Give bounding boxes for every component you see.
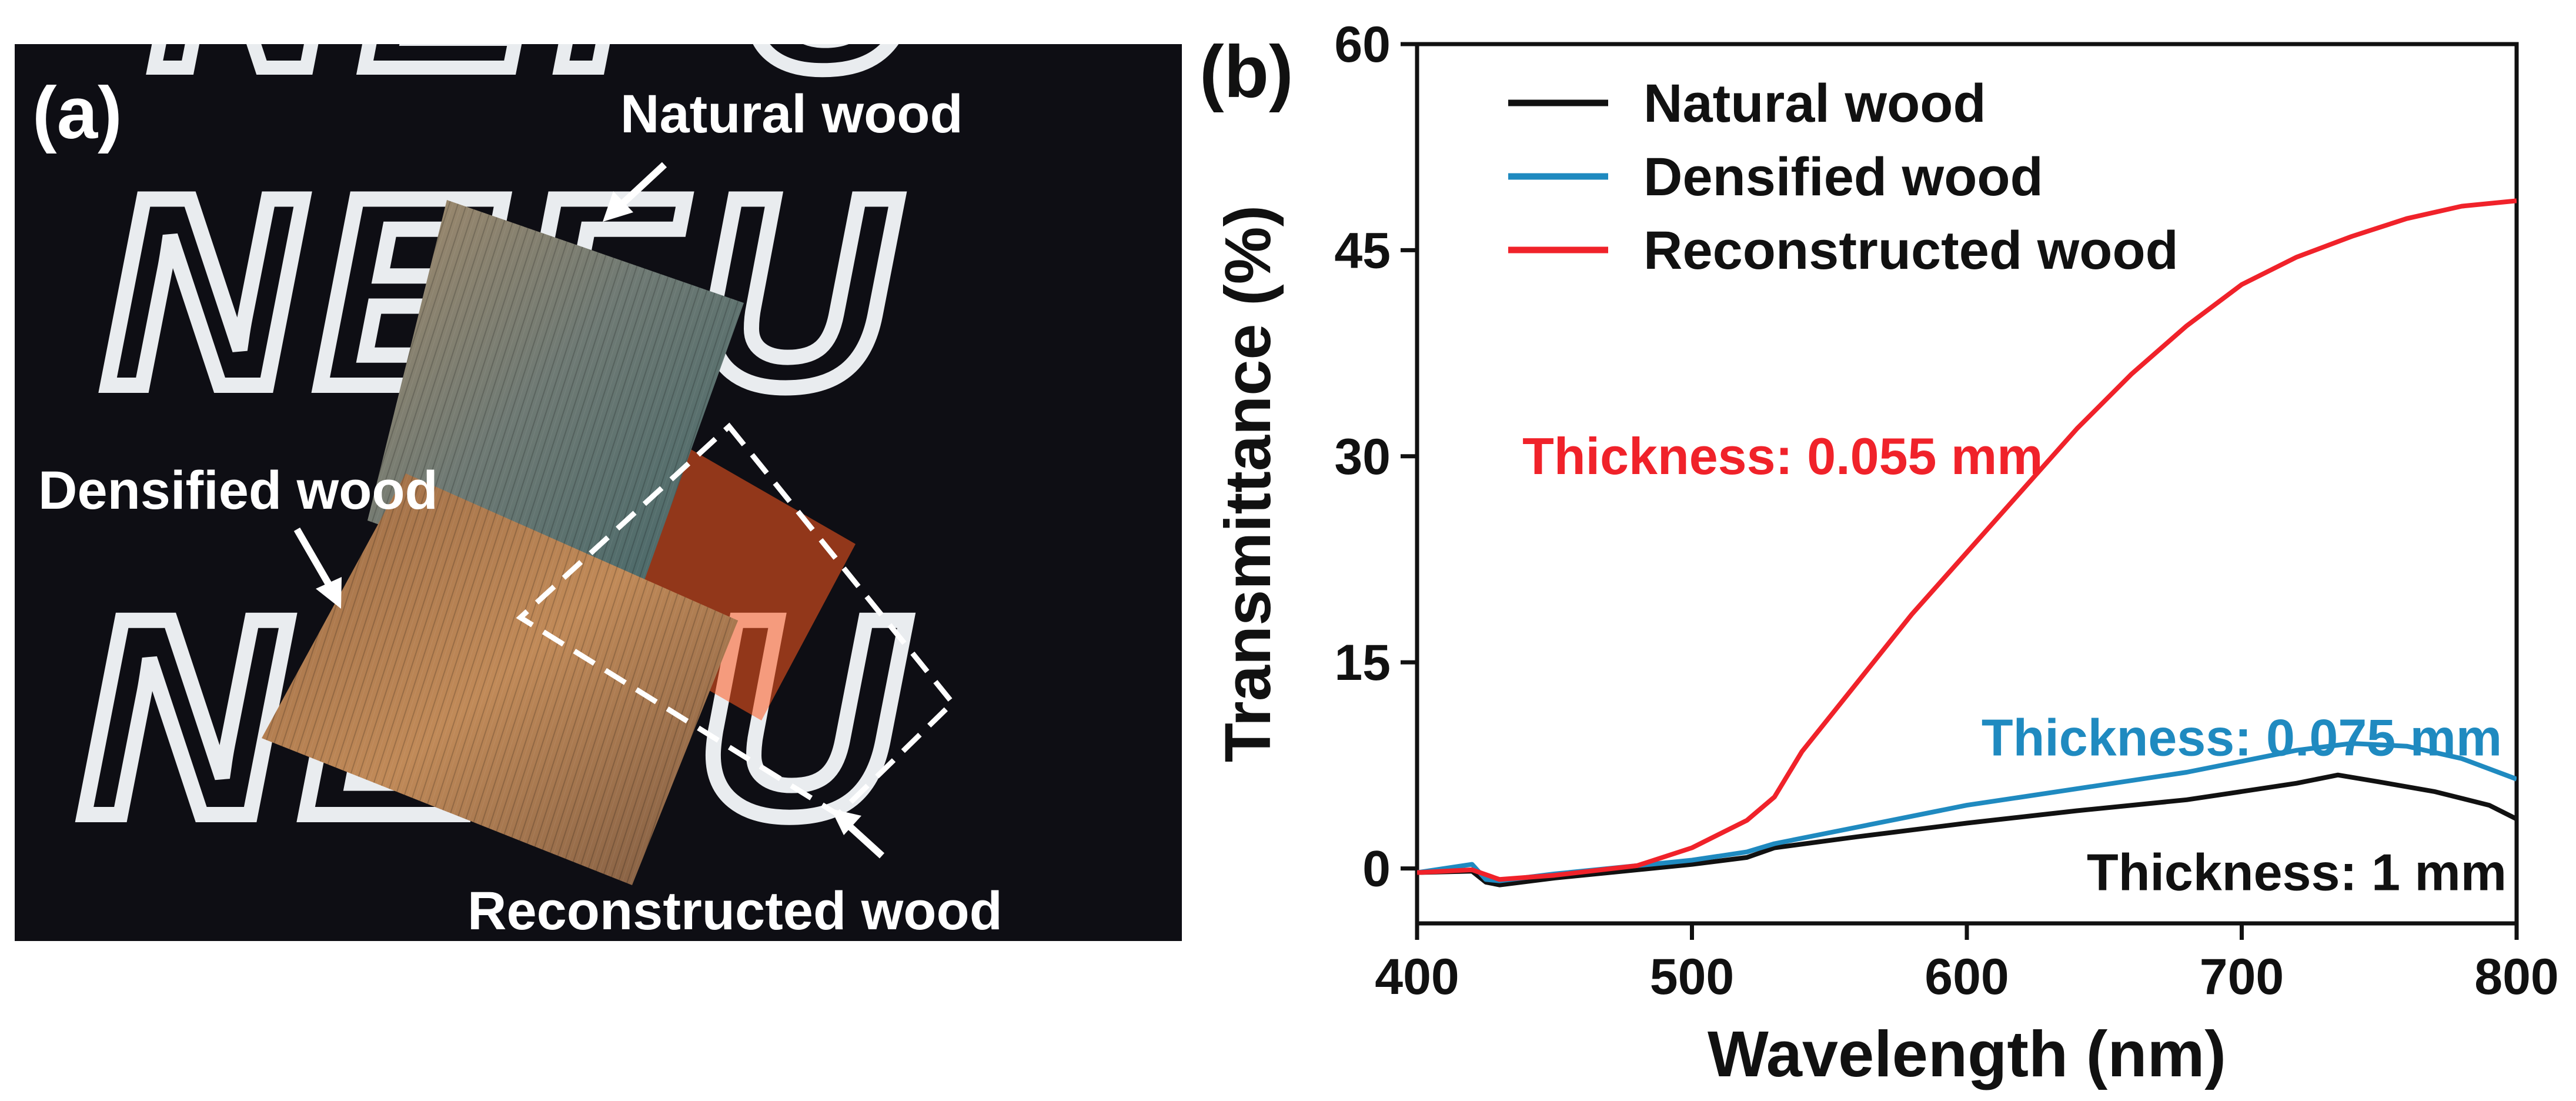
label-reconstructed-wood: Reconstructed wood <box>467 881 1003 941</box>
y-tick-label: 45 <box>1334 222 1391 279</box>
y-tick-label: 60 <box>1334 16 1391 73</box>
chart-panel: (b) 400 500 600 700 800 0 15 30 45 60 Wavelength (… <box>1182 0 2576 1098</box>
thickness-annotation: Thickness: 0.055 mm <box>1522 427 2043 485</box>
thickness-annotation: Thickness: 0.075 mm <box>1982 709 2502 767</box>
photo-illustration: NEFU NEFU NEFU <box>32 44 1003 941</box>
y-tick-label: 30 <box>1334 429 1391 485</box>
legend-label: Natural wood <box>1643 74 1986 134</box>
label-natural-wood: Natural wood <box>620 84 963 144</box>
label-densified-wood: Densified wood <box>38 461 438 521</box>
x-tick-label: 800 <box>2474 949 2559 1005</box>
arrow-densified-icon <box>293 527 342 609</box>
y-tick-label: 15 <box>1334 635 1391 691</box>
densified-wood-sample <box>262 473 738 885</box>
y-tick-label: 0 <box>1362 841 1391 898</box>
svg-text:NEFU: NEFU <box>150 44 948 123</box>
arrow-natural-icon <box>603 162 667 222</box>
x-tick-label: 500 <box>1650 949 1735 1005</box>
photo-panel-label: (a) <box>32 72 122 154</box>
legend-label: Reconstructed wood <box>1643 221 2179 281</box>
x-tick-label: 400 <box>1375 949 1459 1005</box>
y-axis-label: Transmittance (%) <box>1212 205 1284 762</box>
arrow-reconstructed-icon <box>831 809 885 859</box>
x-axis-label: Wavelength (nm) <box>1708 1018 2226 1090</box>
chart-panel-label: (b) <box>1200 31 1294 113</box>
arrows <box>293 162 885 859</box>
series-line-reconstructed-wood <box>1417 198 2517 882</box>
legend-label: Densified wood <box>1643 147 2043 207</box>
series-line-natural-wood <box>1417 772 2517 888</box>
photo-panel: NEFU NEFU NEFU <box>15 44 1182 941</box>
x-tick-label: 600 <box>1925 949 2009 1005</box>
x-tick-label: 700 <box>2200 949 2284 1005</box>
transmittance-chart: (b) 400 500 600 700 800 0 15 30 45 60 Wavelength (… <box>1200 16 2559 1090</box>
thickness-annotation: Thickness: 1 mm <box>2087 843 2507 902</box>
